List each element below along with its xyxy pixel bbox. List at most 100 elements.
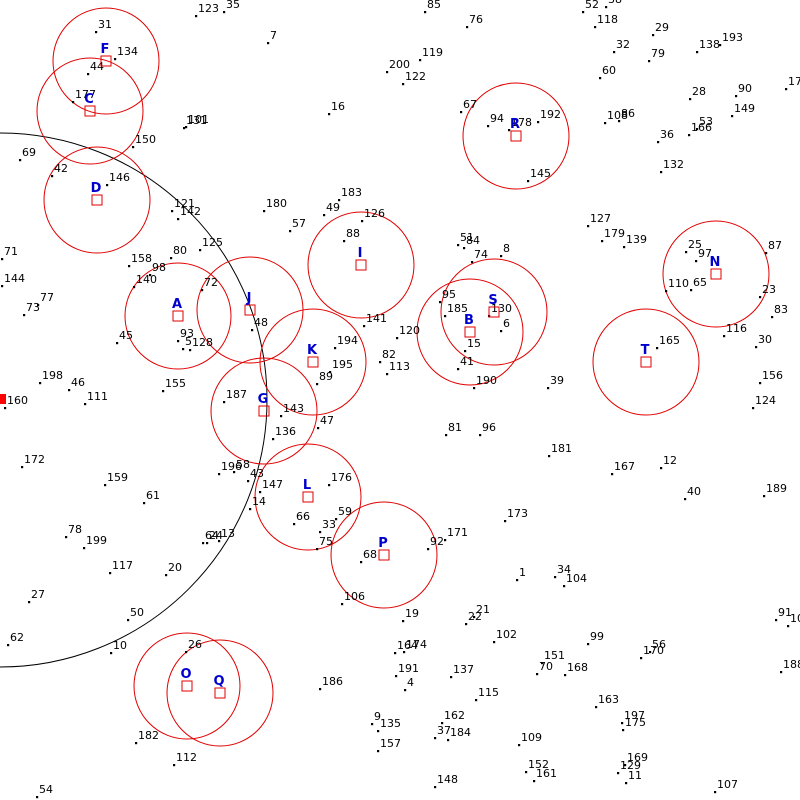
point-121 bbox=[171, 210, 173, 212]
point-104 bbox=[563, 585, 565, 587]
point-label-171: 171 bbox=[447, 526, 468, 539]
point-120 bbox=[396, 337, 398, 339]
point-93 bbox=[177, 340, 179, 342]
point-32 bbox=[613, 51, 615, 53]
station-marker-b bbox=[465, 327, 475, 337]
station-ring-t bbox=[593, 309, 699, 415]
point-67 bbox=[460, 111, 462, 113]
point-label-155: 155 bbox=[165, 377, 186, 390]
point-label-4: 4 bbox=[407, 676, 414, 689]
station-label-r: R bbox=[510, 117, 520, 132]
point-label-108: 108 bbox=[607, 109, 628, 122]
point-40 bbox=[684, 498, 686, 500]
point-label-102: 102 bbox=[496, 628, 517, 641]
point-19 bbox=[402, 620, 404, 622]
point-137 bbox=[450, 676, 452, 678]
point-label-12: 12 bbox=[663, 454, 677, 467]
point-115 bbox=[475, 699, 477, 701]
point-label-200: 200 bbox=[389, 58, 410, 71]
point-167 bbox=[611, 473, 613, 475]
point-158 bbox=[128, 265, 130, 267]
point-37 bbox=[434, 737, 436, 739]
point-68 bbox=[360, 561, 362, 563]
point-139 bbox=[623, 246, 625, 248]
point-label-78: 78 bbox=[68, 523, 82, 536]
point-66 bbox=[293, 523, 295, 525]
point-99 bbox=[587, 643, 589, 645]
point-109 bbox=[518, 744, 520, 746]
station-marker-i bbox=[356, 260, 366, 270]
point-1 bbox=[516, 579, 518, 581]
point-65 bbox=[690, 289, 692, 291]
point-118 bbox=[594, 26, 596, 28]
point-label-72: 72 bbox=[204, 276, 218, 289]
station-marker-a bbox=[173, 311, 183, 321]
station-label-a: A bbox=[172, 297, 182, 312]
point-176 bbox=[328, 484, 330, 486]
station-rings-layer bbox=[37, 8, 769, 746]
point-9 bbox=[371, 723, 373, 725]
point-29 bbox=[652, 34, 654, 36]
point-6 bbox=[500, 330, 502, 332]
point-label-199: 199 bbox=[86, 534, 107, 547]
point-27 bbox=[28, 601, 30, 603]
point-label-142: 142 bbox=[180, 205, 201, 218]
point-22 bbox=[465, 623, 467, 625]
point-label-135: 135 bbox=[380, 717, 401, 730]
point-125 bbox=[199, 249, 201, 251]
point-label-188: 188 bbox=[783, 658, 800, 671]
point-7 bbox=[267, 42, 269, 44]
point-138 bbox=[696, 51, 698, 53]
station-label-l: L bbox=[303, 478, 311, 493]
station-label-g: G bbox=[258, 392, 269, 407]
point-127 bbox=[587, 225, 589, 227]
point-80 bbox=[170, 257, 172, 259]
point-label-134: 134 bbox=[117, 45, 138, 58]
point-label-13: 13 bbox=[221, 527, 235, 540]
point-150 bbox=[132, 146, 134, 148]
station-marker-g bbox=[259, 406, 269, 416]
point-52 bbox=[582, 11, 584, 13]
point-label-180: 180 bbox=[266, 197, 287, 210]
point-label-132: 132 bbox=[663, 158, 684, 171]
point-144 bbox=[1, 285, 3, 287]
point-100 bbox=[787, 625, 789, 627]
point-label-122: 122 bbox=[405, 70, 426, 83]
point-26 bbox=[185, 651, 187, 653]
point-label-39: 39 bbox=[550, 374, 564, 387]
point-label-76: 76 bbox=[469, 13, 483, 26]
point-label-79: 79 bbox=[651, 47, 665, 60]
point-163 bbox=[595, 706, 597, 708]
point-label-168: 168 bbox=[567, 661, 588, 674]
point-label-75: 75 bbox=[319, 535, 333, 548]
point-label-172: 172 bbox=[24, 453, 45, 466]
station-label-f: F bbox=[101, 42, 110, 57]
point-23 bbox=[759, 296, 761, 298]
station-marker-p bbox=[379, 550, 389, 560]
point-96 bbox=[479, 434, 481, 436]
point-177 bbox=[72, 101, 74, 103]
point-label-106: 106 bbox=[344, 590, 365, 603]
point-128 bbox=[189, 349, 191, 351]
point-94 bbox=[487, 125, 489, 127]
point-136 bbox=[272, 438, 274, 440]
point-62 bbox=[7, 644, 9, 646]
point-81 bbox=[445, 434, 447, 436]
point-4 bbox=[404, 689, 406, 691]
point-label-116: 116 bbox=[726, 322, 747, 335]
point-108 bbox=[604, 122, 606, 124]
point-label-197: 197 bbox=[624, 709, 645, 722]
point-84 bbox=[463, 247, 465, 249]
point-88 bbox=[343, 240, 345, 242]
point-147 bbox=[259, 491, 261, 493]
point-54 bbox=[36, 796, 38, 798]
point-69 bbox=[19, 159, 21, 161]
point-41 bbox=[457, 368, 459, 370]
point-label-74: 74 bbox=[474, 248, 488, 261]
point-113 bbox=[386, 373, 388, 375]
point-label-23: 23 bbox=[762, 283, 776, 296]
point-135 bbox=[377, 730, 379, 732]
point-label-81: 81 bbox=[448, 421, 462, 434]
point-8 bbox=[500, 255, 502, 257]
point-label-38: 38 bbox=[608, 0, 622, 6]
